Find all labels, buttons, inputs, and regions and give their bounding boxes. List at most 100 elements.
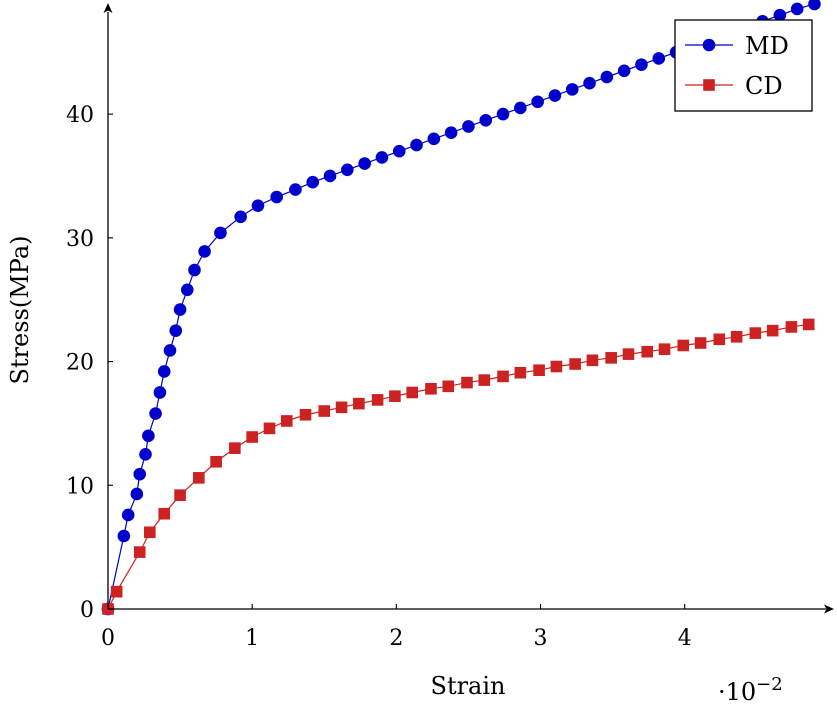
series-cd-point <box>110 585 123 598</box>
series-md-point <box>289 183 302 196</box>
series-md-point <box>808 0 821 11</box>
legend-md-marker-icon <box>702 38 716 52</box>
series-md-point <box>479 113 493 127</box>
legend-item-md: MD <box>685 32 789 60</box>
series-cd-point <box>713 333 726 346</box>
series-md-point <box>462 120 475 133</box>
series-cd-point <box>406 386 419 399</box>
series-md-point <box>323 169 337 183</box>
series-cd-point <box>133 546 146 558</box>
series-cd-point <box>641 345 654 358</box>
series-cd-point <box>478 374 491 386</box>
series-md-point <box>358 157 371 170</box>
series-cd-point <box>694 337 707 349</box>
x-axis-arrow-icon <box>824 604 834 614</box>
x-tick-label: 0 <box>101 626 115 651</box>
series-cd-point <box>766 324 779 337</box>
series-cd-point <box>550 360 563 373</box>
series-cd <box>102 318 815 615</box>
series-cd-point <box>497 370 509 383</box>
series-cd-point <box>442 380 455 393</box>
series-cd-point <box>335 401 348 414</box>
series-md-point <box>635 58 648 71</box>
y-tick-labels: 0 10 20 30 40 <box>66 103 94 623</box>
series-md-point <box>198 245 211 258</box>
legend-item-cd: CD <box>685 72 783 100</box>
series-cd-point <box>263 422 276 435</box>
legend-md-label: MD <box>745 32 789 60</box>
y-tick-label: 10 <box>66 474 94 499</box>
series-cd-point <box>514 366 527 379</box>
series-md-point <box>121 508 135 522</box>
series-cd-point <box>158 507 171 520</box>
series-cd-point <box>371 394 384 406</box>
series-cd-point <box>461 376 473 389</box>
series-md-point <box>188 263 201 277</box>
y-tick-label: 20 <box>66 351 94 376</box>
series-md-point <box>375 151 389 164</box>
series-cd-point <box>280 415 293 427</box>
series-cd-point <box>353 397 365 410</box>
series-cd-point <box>246 431 258 443</box>
series-cd-point <box>229 442 241 454</box>
x-tick-label: 2 <box>389 626 403 651</box>
series-md-point <box>180 283 194 297</box>
legend-cd-label: CD <box>745 72 783 100</box>
series-md-point <box>341 163 354 177</box>
series-md-point <box>444 126 458 139</box>
series-md-point <box>153 386 167 399</box>
series-md-point <box>149 407 162 420</box>
series-md-point <box>130 487 144 501</box>
series-md-point <box>133 467 147 481</box>
axes <box>103 3 834 614</box>
x-tick-label: 3 <box>534 626 548 651</box>
series-md-point <box>139 448 152 461</box>
series-md-point <box>514 101 527 115</box>
series-md-point <box>306 175 320 189</box>
series-md-point <box>251 199 265 212</box>
y-axis-label: Stress(MPa) <box>6 235 34 384</box>
series-md-point <box>773 8 787 22</box>
series-md-point <box>173 303 187 316</box>
y-tick-label: 30 <box>66 227 94 252</box>
series-cd-point <box>533 364 545 377</box>
series-cd-point <box>658 343 671 355</box>
x-scale-exponent: −2 <box>756 674 783 695</box>
x-tick-label: 4 <box>678 626 692 651</box>
series-md-point <box>548 89 562 102</box>
series-md-point <box>392 144 406 158</box>
series-cd-point <box>210 455 222 468</box>
x-tick-labels: 0 1 2 3 4 <box>101 626 692 651</box>
y-tick-label: 40 <box>66 103 94 128</box>
x-scale-factor: ·10−2 <box>718 674 783 706</box>
series-md-point <box>790 2 804 16</box>
series-cd-point <box>802 318 815 331</box>
series-md-point <box>565 83 579 96</box>
series-md-point <box>157 365 171 378</box>
series-md-point <box>410 138 423 152</box>
series-md-point <box>234 210 247 224</box>
legend-box <box>674 19 813 112</box>
series-md-point <box>531 95 544 109</box>
series-cd-point <box>318 405 331 417</box>
series-cd-point <box>586 354 599 367</box>
series-md-point <box>652 52 666 65</box>
y-tick-label: 0 <box>80 598 94 623</box>
x-tick-label: 1 <box>245 626 259 651</box>
series-md-point <box>163 344 177 357</box>
series-cd-point <box>730 331 743 343</box>
series-cd-point <box>299 408 312 421</box>
series-md-point <box>142 429 155 443</box>
series-md-point <box>214 226 227 240</box>
series-cd-point <box>749 327 762 339</box>
series-md-point <box>427 132 441 146</box>
series-cd-point <box>785 321 798 333</box>
series-cd-point <box>569 358 581 370</box>
series-md-point <box>617 64 631 78</box>
series-cd-point <box>193 472 205 484</box>
series-cd-point <box>174 489 186 501</box>
series-cd-point <box>144 526 156 539</box>
series-cd-point <box>389 390 401 402</box>
series-md-point <box>117 529 131 543</box>
